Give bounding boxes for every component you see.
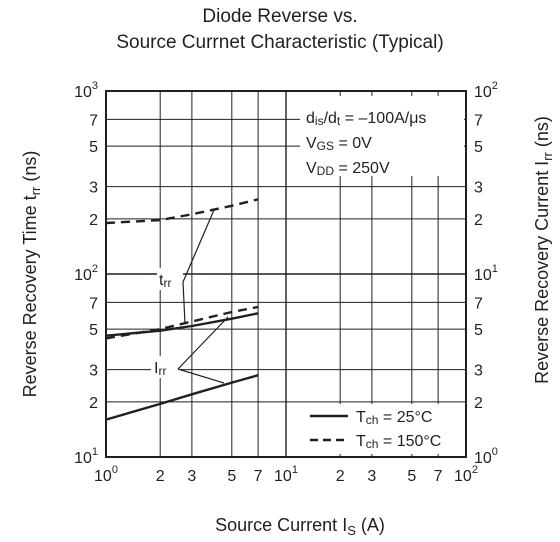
plot-frame [105,90,467,458]
y-axis-left-label: Reverse Recovery Time trr (ns) [20,151,43,398]
y-right-tick-label: 5 [474,139,483,156]
y-left-tick-label: 3 [89,180,98,197]
x-tick-label: 7 [254,468,263,485]
y-right-tick-label: 2 [474,395,483,412]
annot-bg [151,356,179,378]
y-left-tick-label: 3 [89,363,98,380]
y-right-tick-label: 101 [474,263,498,284]
annotation-leader-line [177,316,229,370]
y-left-tick-label: 2 [89,395,98,412]
y-left-tick-label: 5 [89,322,98,339]
y-left-tick-label: 7 [89,295,98,312]
chart-title-line1: Diode Reverse vs. [202,6,358,27]
y-right-tick-label: 2 [474,212,483,229]
annotation-leader-line [182,209,215,283]
x-tick-label: 2 [156,468,165,485]
x-tick-label: 5 [227,468,236,485]
annot-bg [157,268,183,290]
condition-line-3: VDD = 250V [306,160,390,178]
x-tick-label: 3 [367,468,376,485]
x-axis-label: Source Current IS (A) [215,515,385,538]
series-layer [105,198,259,421]
annotation-layer: trr Irr [151,209,229,384]
legend-label-dashed: Tch = 150°C [356,433,441,451]
x-tick-label: 2 [336,468,345,485]
chart-title-line2: Source Currnet Characteristic (Typical) [116,32,444,53]
annotation-irr-label: Irr [154,360,166,378]
conditions-background [300,96,464,176]
annotation-trr-label: trr [159,272,171,290]
series-irr-solid-line [105,374,259,421]
y-left-tick-label: 5 [89,139,98,156]
tick-label-layer: 100 2 3 5 7 101 2 3 5 7 102 101 2 3 5 7 102 2 3 5 7 103 100 2 3 5… [74,80,498,485]
annotation-leader-line [177,368,225,384]
text-layer: dis/dt = –100A/μs VGS = 0V VDD = 250V Tch =… [20,96,555,538]
y-left-tick-label: 103 [74,80,98,101]
series-irr-dashed-line [105,305,259,340]
y-right-tick-label: 7 [474,295,483,312]
x-tick-label: 3 [187,468,196,485]
y-left-tick-label: 2 [89,212,98,229]
y-left-tick-label: 7 [89,112,98,129]
y-right-tick-label: 3 [474,363,483,380]
x-tick-label: 100 [94,464,118,485]
y-right-tick-label: 100 [474,446,498,467]
y-right-tick-label: 7 [474,112,483,129]
y-left-tick-label: 101 [74,446,98,467]
condition-line-1: dis/dt = –100A/μs [306,110,426,128]
x-tick-label: 5 [407,468,416,485]
y-axis-right-label: Reverse Recovery Current Irr (ns) [532,116,555,384]
y-left-tick-label: 102 [74,263,98,284]
series-trr-dashed-line [105,198,259,225]
y-right-tick-label: 5 [474,322,483,339]
condition-line-2: VGS = 0V [306,135,372,153]
annotation-leader-line [182,281,186,325]
legend-background [302,404,464,454]
y-right-tick-label: 3 [474,180,483,197]
x-tick-label: 101 [274,464,298,485]
x-tick-label: 102 [454,464,478,485]
legend-label-solid: Tch = 25°C [356,409,432,427]
x-tick-label: 7 [434,468,443,485]
y-right-tick-label: 102 [474,80,498,101]
